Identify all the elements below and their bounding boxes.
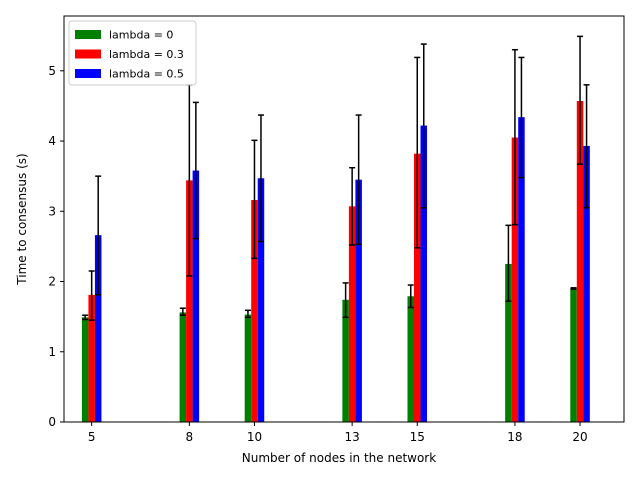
bar-s0-n8 bbox=[179, 312, 187, 422]
legend-swatch-0 bbox=[75, 30, 101, 39]
bar-s1-n20 bbox=[576, 100, 584, 423]
legend-swatch-2 bbox=[75, 69, 101, 78]
y-tick-label: 4 bbox=[48, 134, 56, 148]
error-bar-s0-n8 bbox=[179, 307, 186, 316]
error-bar-s0-n5 bbox=[82, 314, 89, 321]
error-bar-s2-n20 bbox=[583, 84, 590, 209]
y-tick-label: 0 bbox=[48, 415, 56, 429]
legend-label-1: lambda = 0.3 bbox=[109, 48, 184, 61]
y-tick-label: 2 bbox=[48, 275, 56, 289]
error-bar-s1-n13 bbox=[349, 166, 356, 246]
bar-s2-n15 bbox=[420, 125, 428, 423]
bar-s0-n15 bbox=[407, 296, 414, 422]
error-bar-s2-n15 bbox=[420, 43, 427, 209]
error-bar-s0-n18 bbox=[505, 224, 512, 302]
bar-s1-n15 bbox=[414, 153, 421, 422]
bar-s0-n13 bbox=[342, 299, 349, 422]
legend-label-2: lambda = 0.5 bbox=[109, 68, 184, 81]
error-bar-s0-n15 bbox=[407, 284, 414, 309]
error-bar-s0-n13 bbox=[342, 282, 349, 319]
error-bar-s2-n18 bbox=[518, 56, 525, 179]
error-bar-s1-n20 bbox=[577, 35, 584, 165]
error-bars-layer bbox=[82, 35, 590, 321]
plot-frame bbox=[63, 15, 625, 423]
y-axis-label: Time to consensus (s) bbox=[15, 153, 29, 285]
bar-s2-n20 bbox=[583, 145, 590, 422]
error-bar-s0-n20 bbox=[570, 287, 577, 290]
x-tick-label: 5 bbox=[88, 430, 96, 444]
x-axis: 5 8 10 13 15 18 20 bbox=[88, 422, 588, 444]
bar-s1-n5 bbox=[88, 294, 95, 422]
error-bar-s2-n13 bbox=[355, 114, 362, 246]
error-bar-s2-n8 bbox=[192, 101, 199, 240]
x-tick-label: 15 bbox=[410, 430, 425, 444]
error-bar-s1-n15 bbox=[414, 56, 421, 249]
y-tick-label: 1 bbox=[48, 345, 56, 359]
legend: lambda = 0 lambda = 0.3 lambda = 0.5 bbox=[68, 20, 197, 86]
error-bar-s2-n5 bbox=[95, 175, 102, 296]
x-tick-label: 20 bbox=[572, 430, 587, 444]
bar-s2-n13 bbox=[355, 179, 362, 422]
bar-s2-n18 bbox=[518, 117, 525, 422]
bars-layer bbox=[81, 100, 590, 423]
y-tick-label: 5 bbox=[48, 64, 56, 78]
x-tick-label: 13 bbox=[344, 430, 359, 444]
bar-s0-n10 bbox=[244, 314, 252, 422]
x-axis-label: Number of nodes in the network bbox=[242, 451, 436, 465]
bar-s2-n8 bbox=[192, 170, 200, 422]
bar-s2-n5 bbox=[94, 235, 102, 422]
bar-s0-n20 bbox=[570, 288, 577, 422]
error-bar-s1-n5 bbox=[88, 270, 95, 321]
y-tick-label: 3 bbox=[48, 204, 56, 218]
error-bar-s0-n10 bbox=[244, 309, 251, 319]
bar-s2-n10 bbox=[257, 178, 265, 422]
bar-s1-n8 bbox=[186, 180, 193, 422]
y-axis: 0 1 2 3 4 5 bbox=[48, 64, 64, 429]
bar-s1-n13 bbox=[348, 206, 356, 422]
x-tick-label: 8 bbox=[186, 430, 194, 444]
error-bar-s1-n18 bbox=[511, 48, 518, 226]
error-bar-s1-n10 bbox=[251, 139, 258, 260]
bar-s1-n18 bbox=[511, 137, 519, 422]
bar-s0-n5 bbox=[81, 317, 89, 422]
bar-s1-n10 bbox=[251, 200, 258, 422]
error-bar-s2-n10 bbox=[257, 114, 264, 243]
legend-swatch-1 bbox=[75, 49, 101, 59]
x-tick-label: 10 bbox=[247, 430, 262, 444]
legend-label-0: lambda = 0 bbox=[109, 29, 173, 42]
bar-s0-n18 bbox=[505, 263, 512, 422]
x-tick-label: 18 bbox=[507, 430, 522, 444]
